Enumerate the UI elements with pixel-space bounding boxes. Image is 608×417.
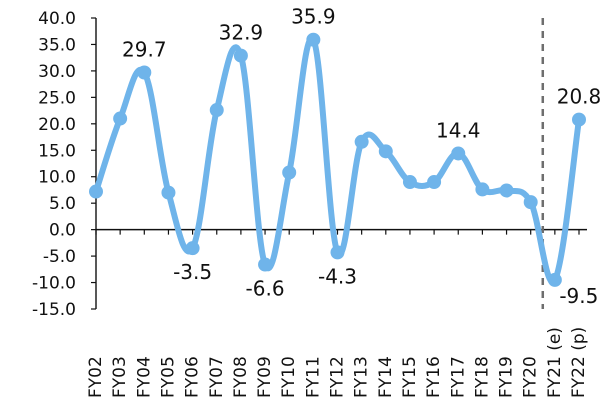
data-point: [209, 103, 224, 118]
label-layer: 29.7 -3.5 32.9 -6.6 35.9 -4.3 14.4 -9.5 20.8 FY02…: [86, 5, 601, 398]
y-tick-label: 40.0: [38, 9, 76, 29]
y-tick-label: 10.0: [38, 168, 76, 188]
y-tick-label: 0.0: [49, 221, 76, 241]
data-point: [306, 32, 321, 47]
data-point: [402, 175, 417, 190]
x-tick-label: FY06: [183, 356, 203, 398]
data-label: 35.9: [291, 5, 336, 29]
data-point: [282, 165, 297, 180]
data-label: 32.9: [219, 21, 264, 45]
data-label: -4.3: [318, 264, 357, 288]
data-point: [354, 134, 369, 149]
y-tick-label: 35.0: [38, 35, 76, 55]
y-tick-label: 30.0: [38, 62, 76, 82]
data-point: [258, 257, 273, 272]
data-point: [378, 144, 393, 159]
data-point: [89, 184, 103, 199]
x-tick-label: FY17: [448, 356, 468, 398]
x-tick-label: FY07: [207, 356, 227, 398]
x-tick-label: FY16: [424, 356, 444, 398]
x-tick-label: FY14: [376, 356, 396, 398]
x-tick-label: FY09: [255, 356, 275, 398]
data-point: [475, 182, 490, 197]
data-point: [427, 175, 442, 190]
x-tick-label: FY12: [328, 356, 348, 398]
data-point: [113, 111, 128, 126]
y-tick-label: -5.0: [43, 247, 76, 267]
data-point: [233, 48, 248, 63]
data-label: -3.5: [173, 260, 212, 284]
y-tick-label: 15.0: [38, 141, 76, 161]
y-tick-label: -10.0: [32, 274, 76, 294]
x-tick-label: FY04: [134, 356, 154, 398]
data-label: -9.5: [559, 284, 598, 308]
data-point: [572, 112, 586, 127]
x-tick-label: FY21 (e): [545, 327, 565, 398]
axis-layer: 40.0 35.0 30.0 25.0 20.0 15.0 10.0 5.0 0.0 -5.0 -1…: [32, 9, 587, 320]
data-label: -6.6: [246, 277, 285, 301]
data-point: [451, 146, 466, 161]
data-label: 20.8: [557, 85, 602, 109]
x-tick-label: FY03: [110, 356, 130, 398]
y-tick-label: 20.0: [38, 115, 76, 135]
x-tick-label: FY20: [521, 356, 541, 398]
data-point: [137, 65, 152, 80]
series-layer: [89, 32, 586, 287]
data-point: [547, 272, 562, 287]
y-tick-label: 5.0: [49, 194, 76, 214]
x-tick-label: FY18: [472, 356, 492, 398]
data-label: 14.4: [436, 118, 481, 142]
data-point: [161, 185, 176, 200]
series-line: [93, 35, 582, 285]
data-point: [330, 245, 345, 260]
x-tick-label: FY11: [303, 356, 323, 398]
data-point: [185, 241, 200, 256]
x-tick-label: FY22 (p): [569, 327, 589, 398]
x-tick-label: FY13: [352, 356, 372, 398]
x-tick-label: FY10: [279, 356, 299, 398]
y-tick-label: 25.0: [38, 88, 76, 108]
x-tick-label: FY08: [231, 356, 251, 398]
data-point: [499, 183, 514, 198]
x-tick-label: FY02: [86, 356, 106, 398]
x-tick-label: FY19: [497, 356, 517, 398]
data-label: 29.7: [122, 37, 167, 61]
data-point: [523, 195, 538, 210]
x-tick-label: FY15: [400, 356, 420, 398]
y-tick-label: -15.0: [32, 300, 76, 320]
x-tick-label: FY05: [158, 356, 178, 398]
